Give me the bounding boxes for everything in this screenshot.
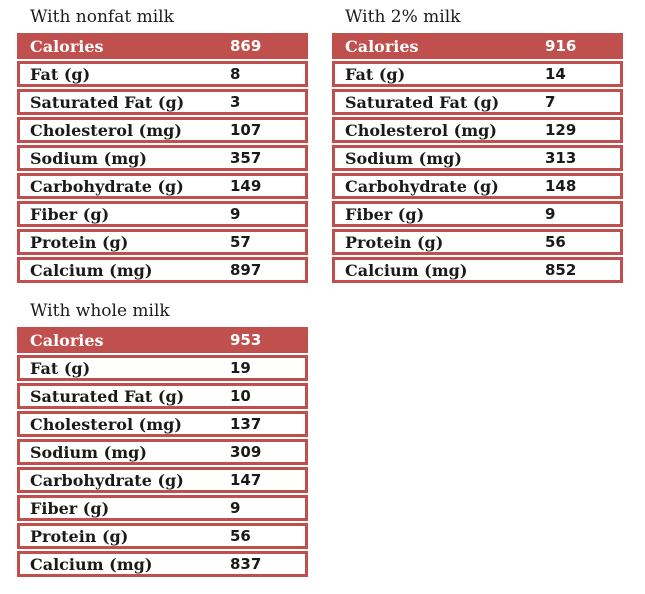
nutrient-label: Calories bbox=[30, 36, 104, 56]
nutrient-value: 309 bbox=[230, 443, 262, 461]
nutrient-label: Fat (g) bbox=[345, 64, 406, 84]
nutrient-label: Fiber (g) bbox=[345, 204, 425, 224]
nutrient-label: Calcium (mg) bbox=[345, 260, 468, 280]
nutrient-label: Fat (g) bbox=[30, 358, 91, 378]
table-row: Carbohydrate (g) 148 bbox=[332, 173, 623, 199]
table-row: Fiber (g) 9 bbox=[17, 201, 308, 227]
nutrient-value: 7 bbox=[545, 93, 556, 111]
table-row: Protein (g) 56 bbox=[17, 523, 308, 549]
nutrition-table-2percent: Calories 916 Fat (g) 14 Saturated Fat (g… bbox=[332, 33, 623, 283]
nutrient-value: 9 bbox=[545, 205, 556, 223]
nutrient-label: Sodium (mg) bbox=[345, 148, 462, 168]
table-row: Calcium (mg) 897 bbox=[17, 257, 308, 283]
nutrient-value: 9 bbox=[230, 205, 241, 223]
nutrient-value: 137 bbox=[230, 415, 262, 433]
table-row: Saturated Fat (g) 10 bbox=[17, 383, 308, 409]
nutrient-value: 837 bbox=[230, 555, 262, 573]
nutrient-value: 148 bbox=[545, 177, 577, 195]
nutrient-label: Saturated Fat (g) bbox=[345, 92, 500, 112]
nutrient-label: Cholesterol (mg) bbox=[345, 120, 497, 140]
nutrient-value: 147 bbox=[230, 471, 262, 489]
nutrient-value: 129 bbox=[545, 121, 577, 139]
nutrient-label: Protein (g) bbox=[345, 232, 444, 252]
nutrition-table-block-2percent: With 2% milk Calories 916 Fat (g) 14 Sat… bbox=[332, 6, 623, 285]
table-title-2percent: With 2% milk bbox=[345, 7, 461, 27]
table-row: Cholesterol (mg) 107 bbox=[17, 117, 308, 143]
table-title-whole: With whole milk bbox=[30, 301, 170, 321]
nutrient-value: 57 bbox=[230, 233, 251, 251]
nutrient-label: Carbohydrate (g) bbox=[345, 176, 499, 196]
nutrient-label: Cholesterol (mg) bbox=[30, 120, 182, 140]
nutrient-value: 8 bbox=[230, 65, 241, 83]
nutrient-value: 19 bbox=[230, 359, 251, 377]
table-row: Protein (g) 56 bbox=[332, 229, 623, 255]
table-header-row: Calories 916 bbox=[332, 33, 623, 59]
nutrient-label: Calcium (mg) bbox=[30, 260, 153, 280]
table-row: Fat (g) 14 bbox=[332, 61, 623, 87]
table-row: Sodium (mg) 313 bbox=[332, 145, 623, 171]
table-row: Fiber (g) 9 bbox=[17, 495, 308, 521]
table-header-row: Calories 953 bbox=[17, 327, 308, 353]
nutrient-value: 953 bbox=[230, 331, 262, 349]
nutrition-table-block-nonfat: With nonfat milk Calories 869 Fat (g) 8 … bbox=[17, 6, 308, 285]
nutrient-value: 56 bbox=[545, 233, 566, 251]
nutrient-value: 313 bbox=[545, 149, 577, 167]
nutrient-label: Protein (g) bbox=[30, 526, 129, 546]
nutrient-value: 897 bbox=[230, 261, 262, 279]
nutrition-table-whole: Calories 953 Fat (g) 19 Saturated Fat (g… bbox=[17, 327, 308, 577]
nutrient-label: Sodium (mg) bbox=[30, 148, 147, 168]
table-row: Saturated Fat (g) 7 bbox=[332, 89, 623, 115]
nutrient-label: Calcium (mg) bbox=[30, 554, 153, 574]
nutrient-value: 357 bbox=[230, 149, 262, 167]
table-header-row: Calories 869 bbox=[17, 33, 308, 59]
nutrient-label: Fiber (g) bbox=[30, 498, 110, 518]
nutrient-value: 9 bbox=[230, 499, 241, 517]
nutrient-label: Carbohydrate (g) bbox=[30, 176, 184, 196]
nutrient-label: Calories bbox=[345, 36, 419, 56]
table-row: Fat (g) 19 bbox=[17, 355, 308, 381]
table-row: Cholesterol (mg) 137 bbox=[17, 411, 308, 437]
nutrient-label: Cholesterol (mg) bbox=[30, 414, 182, 434]
table-row: Protein (g) 57 bbox=[17, 229, 308, 255]
nutrient-value: 56 bbox=[230, 527, 251, 545]
nutrient-label: Carbohydrate (g) bbox=[30, 470, 184, 490]
nutrient-label: Fiber (g) bbox=[30, 204, 110, 224]
nutrient-value: 3 bbox=[230, 93, 241, 111]
nutrient-value: 149 bbox=[230, 177, 262, 195]
table-title-nonfat: With nonfat milk bbox=[30, 7, 174, 27]
nutrition-table-nonfat: Calories 869 Fat (g) 8 Saturated Fat (g)… bbox=[17, 33, 308, 283]
table-row: Carbohydrate (g) 149 bbox=[17, 173, 308, 199]
nutrient-label: Fat (g) bbox=[30, 64, 91, 84]
nutrient-label: Sodium (mg) bbox=[30, 442, 147, 462]
table-row: Fiber (g) 9 bbox=[332, 201, 623, 227]
nutrient-value: 107 bbox=[230, 121, 262, 139]
nutrient-label: Calories bbox=[30, 330, 104, 350]
table-row: Fat (g) 8 bbox=[17, 61, 308, 87]
table-row: Cholesterol (mg) 129 bbox=[332, 117, 623, 143]
table-row: Sodium (mg) 357 bbox=[17, 145, 308, 171]
table-row: Calcium (mg) 852 bbox=[332, 257, 623, 283]
nutrient-value: 10 bbox=[230, 387, 251, 405]
nutrient-value: 14 bbox=[545, 65, 566, 83]
nutrient-value: 916 bbox=[545, 37, 577, 55]
nutrient-value: 852 bbox=[545, 261, 577, 279]
table-row: Saturated Fat (g) 3 bbox=[17, 89, 308, 115]
table-row: Calcium (mg) 837 bbox=[17, 551, 308, 577]
nutrition-table-block-whole: With whole milk Calories 953 Fat (g) 19 … bbox=[17, 300, 308, 579]
nutrient-label: Protein (g) bbox=[30, 232, 129, 252]
nutrient-label: Saturated Fat (g) bbox=[30, 386, 185, 406]
nutrient-value: 869 bbox=[230, 37, 262, 55]
table-row: Sodium (mg) 309 bbox=[17, 439, 308, 465]
table-row: Carbohydrate (g) 147 bbox=[17, 467, 308, 493]
nutrient-label: Saturated Fat (g) bbox=[30, 92, 185, 112]
